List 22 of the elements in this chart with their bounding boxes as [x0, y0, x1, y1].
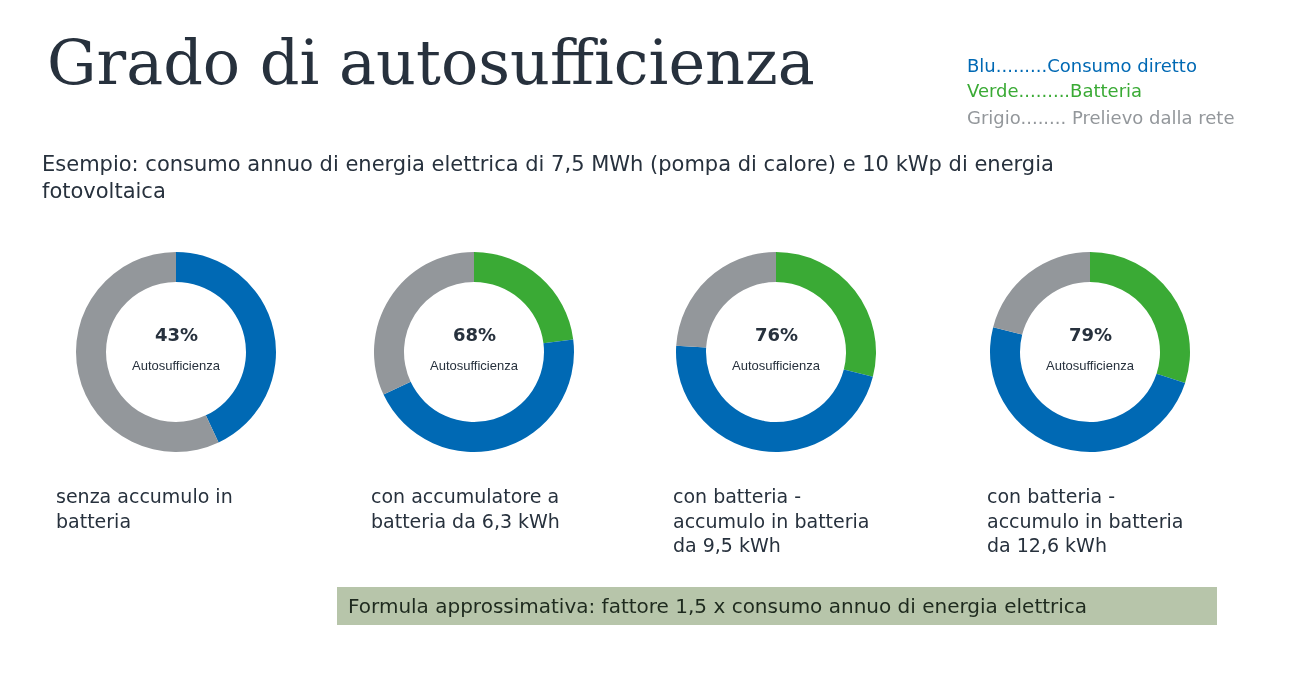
donut-slice	[676, 345, 873, 452]
text: 43%	[155, 324, 199, 345]
text: Autosufficienza	[1046, 358, 1135, 373]
text: Autosufficienza	[132, 358, 221, 373]
text: Verde.........Batteria	[967, 80, 1143, 101]
text: Formula approssimativa: fattore 1,5 x consumo annuo di energia elettrica	[348, 594, 1088, 618]
donut-slice	[76, 252, 219, 452]
text: con batteria - accumulo in batteria da 12,6 kWh	[987, 485, 1184, 557]
text: senza accumulo in batteria	[56, 485, 233, 532]
donut-slice	[990, 327, 1186, 452]
text: con accumulatore a batteria da 6,3 kWh	[371, 485, 560, 532]
text: Autosufficienza	[732, 358, 821, 373]
text: 79%	[1069, 324, 1113, 345]
text: 68%	[453, 324, 497, 345]
donut-slice	[383, 339, 574, 452]
text: Grado di autosufficienza	[47, 26, 815, 99]
text: Autosufficienza	[430, 358, 519, 373]
text: Esempio: consumo annuo di energia elettrica di 7,5 MWh (pompa di calore) e 10 kWp di energia fotovoltaica	[42, 152, 1054, 204]
text: Grigio........ Prelievo dalla rete	[967, 107, 1235, 128]
text: 76%	[755, 324, 799, 345]
text: con batteria - accumulo in batteria da 9,5 kWh	[673, 485, 870, 557]
text: Blu.........Consumo diretto	[967, 55, 1197, 76]
